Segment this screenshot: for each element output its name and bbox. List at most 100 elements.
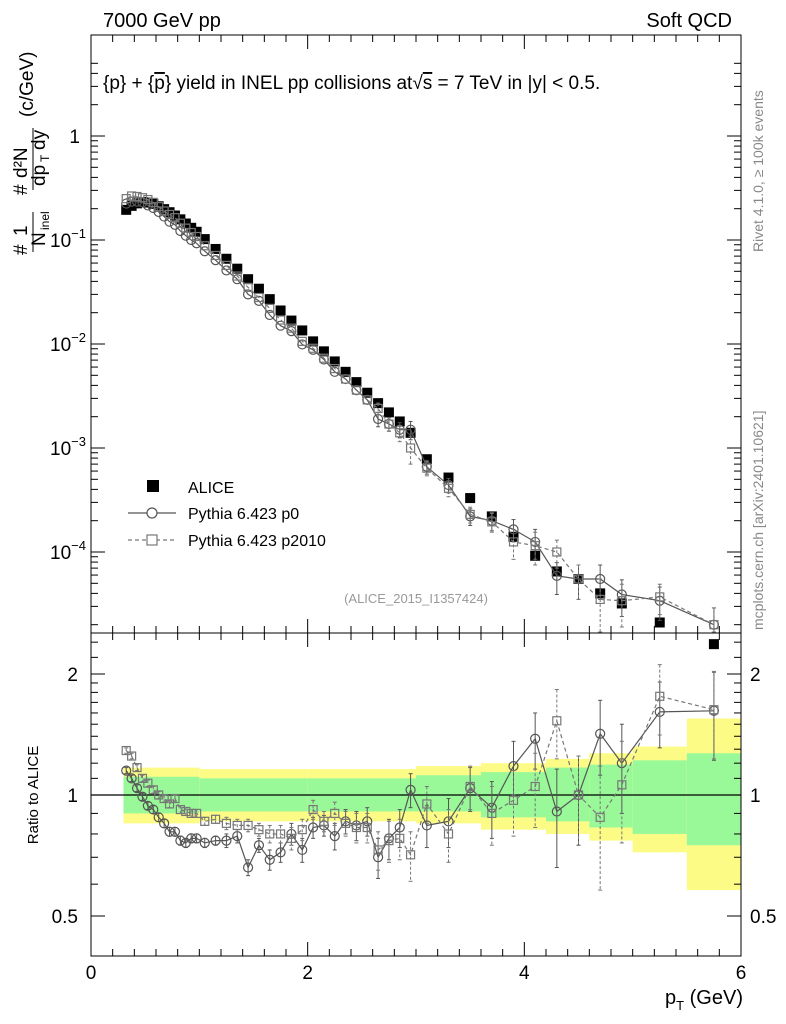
data-point-alice xyxy=(210,243,221,254)
data-point-alice xyxy=(383,407,394,418)
data-point-alice xyxy=(243,274,254,285)
ratio-point-p0 xyxy=(253,840,265,851)
data-point-p0 xyxy=(551,570,562,581)
main-ticks: 1 10−1 10−2 10−3 10−4 xyxy=(50,35,742,633)
data-point-p2010 xyxy=(617,596,627,606)
data-point-p0 xyxy=(159,211,170,222)
data-point-p2010 xyxy=(373,403,383,414)
ratio-point-p2010 xyxy=(265,829,275,839)
ratio-point-p0 xyxy=(159,818,170,829)
ratio-point-p2010 xyxy=(232,820,242,831)
ratio-point-p0 xyxy=(221,835,232,846)
x-tick-label: 4 xyxy=(519,963,530,984)
data-point-alice xyxy=(308,336,319,347)
legend-p0-marker xyxy=(146,507,158,519)
ratio-point-p0 xyxy=(186,833,197,844)
group-label: Soft QCD xyxy=(646,10,732,32)
data-point-alice xyxy=(121,204,132,215)
data-point-p0 xyxy=(242,289,254,300)
data-point-p0 xyxy=(264,309,275,321)
ratio-point-p0 xyxy=(595,728,606,739)
ratio-point-p0 xyxy=(148,804,159,815)
ratio-point-p2010 xyxy=(297,825,307,835)
data-point-p0 xyxy=(199,246,210,257)
data-point-p2010 xyxy=(143,194,153,205)
data-point-p2010 xyxy=(655,592,665,602)
ratio-line-1 xyxy=(125,695,715,857)
data-point-alice xyxy=(297,325,308,336)
ratio-point-p2010 xyxy=(508,795,519,805)
svg-text:#: # xyxy=(11,184,32,195)
data-point-alice xyxy=(318,346,329,357)
data-point-p0 xyxy=(508,524,519,535)
ratio-point-p2010 xyxy=(443,829,454,839)
ratio-y-tick-label-right: 0.5 xyxy=(750,907,776,928)
ratio-point-p2010 xyxy=(181,806,191,817)
data-point-alice xyxy=(443,472,454,483)
main-y-tick-label: 10−4 xyxy=(50,538,86,564)
ratio-point-p2010 xyxy=(395,833,405,843)
data-point-alice xyxy=(199,234,210,245)
data-point-p0 xyxy=(405,424,416,435)
data-point-alice xyxy=(159,204,170,215)
ratio-point-p2010 xyxy=(186,808,196,818)
uncertainty-band-inner xyxy=(686,753,741,846)
data-point-p2010 xyxy=(595,594,605,605)
data-point-p2010 xyxy=(340,374,351,384)
legend-alice-label: ALICE xyxy=(188,480,234,497)
data-point-p0 xyxy=(121,198,132,209)
ratio-point-p2010 xyxy=(373,845,383,855)
ratio-point-p2010 xyxy=(655,691,665,701)
data-point-p2010 xyxy=(232,271,242,281)
ratio-point-p2010 xyxy=(192,808,202,818)
ratio-point-p2010 xyxy=(308,804,318,815)
ratio-point-p2010 xyxy=(286,833,297,843)
svg-text:#: # xyxy=(11,244,32,255)
legend-p0-label: Pythia 6.423 p0 xyxy=(188,506,299,523)
ratio-point-p0 xyxy=(169,826,181,837)
data-point-alice xyxy=(221,253,232,264)
data-point-p2010 xyxy=(530,541,540,551)
ratio-point-p2010 xyxy=(595,812,605,822)
ratio-point-p2010 xyxy=(164,799,175,809)
ratio-point-p2010 xyxy=(170,793,180,804)
data-point-p2010 xyxy=(192,231,202,242)
ratio-point-p2010 xyxy=(137,773,148,783)
svg-text:1: 1 xyxy=(11,225,32,236)
svg-text:d²N: d²N xyxy=(11,147,32,178)
ratio-y-tick-label: 1 xyxy=(67,786,78,807)
main-series-layer xyxy=(121,191,720,650)
data-point-p2010 xyxy=(132,191,142,202)
data-point-alice xyxy=(275,305,286,316)
svg-text:T: T xyxy=(38,154,52,162)
data-point-alice xyxy=(421,454,432,465)
data-point-alice xyxy=(394,416,405,427)
source-label: mcplots.cern.ch [arXiv:2401.10621] xyxy=(750,411,766,630)
data-point-p2010 xyxy=(465,509,475,519)
ratio-point-p2010 xyxy=(319,816,329,826)
x-tick-label: 0 xyxy=(86,963,97,984)
ratio-point-p0 xyxy=(126,773,137,784)
ratio-point-p0 xyxy=(264,854,275,865)
ratio-point-p0 xyxy=(175,835,186,846)
data-point-p2010 xyxy=(286,323,297,333)
ratio-point-p2010 xyxy=(340,818,351,828)
ratio-point-p2010 xyxy=(362,822,372,833)
ratio-point-p2010 xyxy=(530,781,540,792)
data-point-p0 xyxy=(595,573,606,585)
data-point-p2010 xyxy=(297,336,307,346)
ratio-point-p2010 xyxy=(143,778,153,788)
ratio-point-p0 xyxy=(405,784,416,795)
ratio-point-p0 xyxy=(121,765,132,776)
data-point-p2010 xyxy=(164,209,175,220)
ratio-point-p2010 xyxy=(132,762,142,773)
ratio-point-p0 xyxy=(164,826,175,837)
ratio-ylabel: Ratio to ALICE xyxy=(25,746,42,844)
svg-text:dy: dy xyxy=(29,129,50,150)
data-point-alice xyxy=(329,356,340,367)
data-point-alice xyxy=(132,198,143,209)
data-point-p2010 xyxy=(221,260,232,270)
analysis-watermark: (ALICE_2015_I1357424) xyxy=(344,591,488,606)
data-point-alice xyxy=(340,366,351,377)
data-point-p0 xyxy=(142,200,153,211)
